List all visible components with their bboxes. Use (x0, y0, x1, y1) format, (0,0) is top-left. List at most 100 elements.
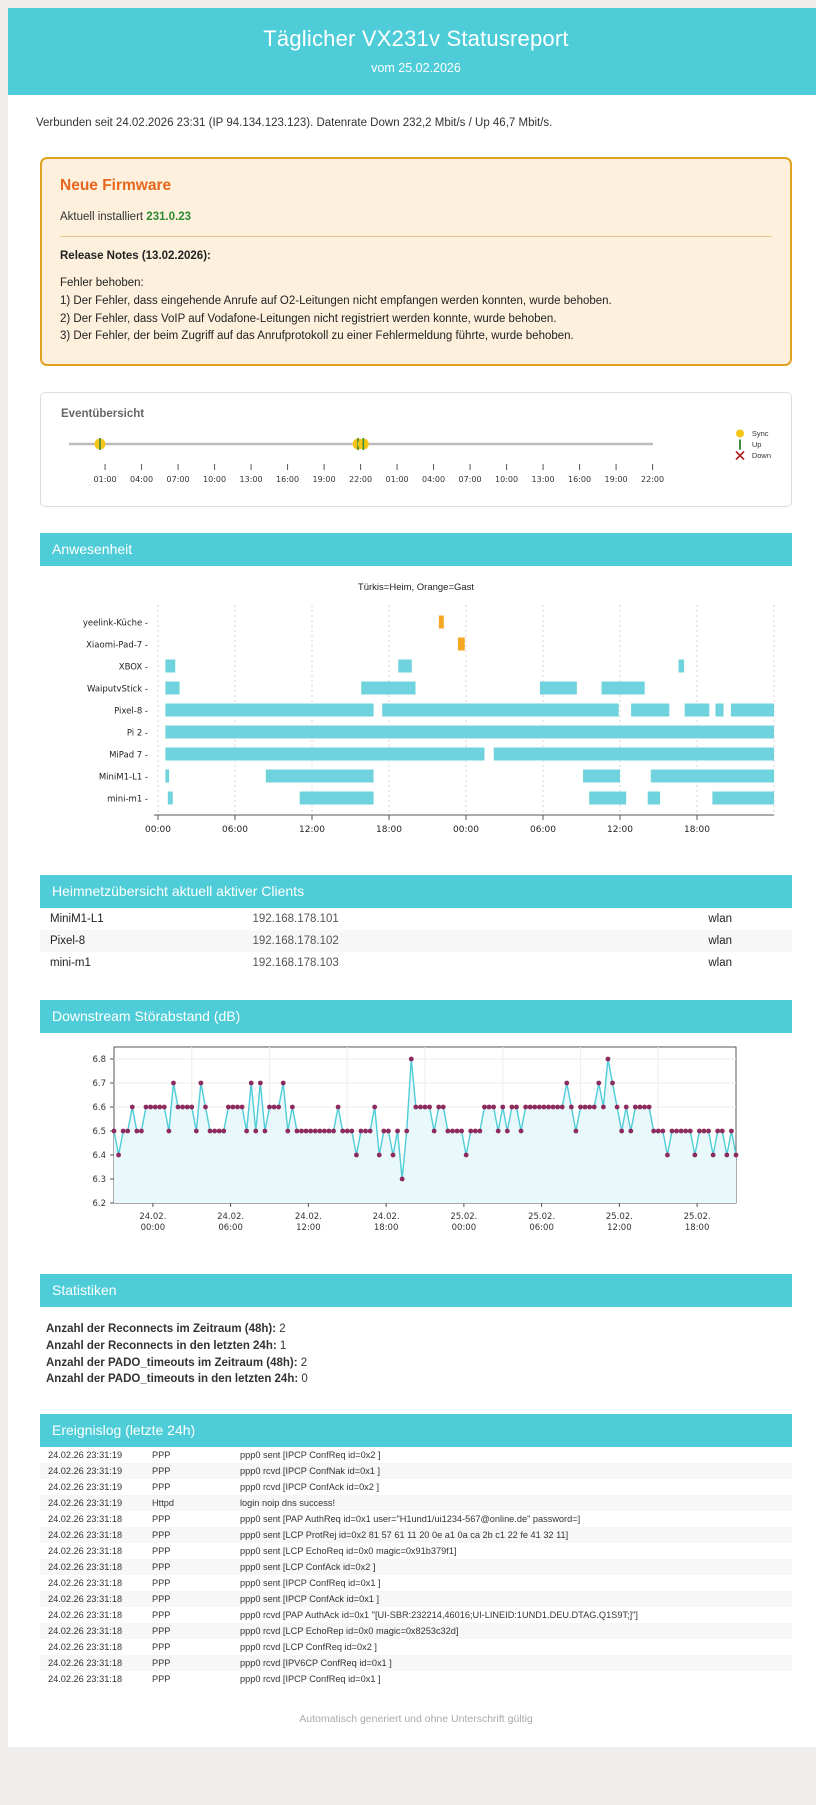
event-tick-label: 22:00 (349, 475, 372, 484)
log-message: ppp0 rcvd [IPCP ConfNak id=0x1 ] (240, 1465, 381, 1476)
snr-point (436, 1104, 442, 1110)
snr-point (212, 1128, 218, 1134)
presence-row-label: MiPad 7 - (109, 751, 148, 761)
snr-chart: 6.2 6.3 6.4 6.5 6.6 6.7 6.8 24.02. 00:00 24.02. 06… (36, 1033, 796, 1248)
firmware-version: 231.0.23 (146, 211, 192, 223)
snr-point (683, 1128, 689, 1134)
table-row: 24.02.26 23:31:18 PPP ppp0 sent [LCP ProtR… (40, 1526, 792, 1543)
snr-point (148, 1104, 153, 1110)
snr-point (216, 1128, 222, 1134)
snr-y-tick: 6.4 (92, 1151, 106, 1161)
snr-point (363, 1128, 368, 1134)
snr-point (733, 1152, 739, 1158)
presence-tick-label: 18:00 (684, 825, 710, 835)
client-ip: 192.168.178.102 (252, 935, 339, 948)
snr-x-tick: 25.02. (606, 1212, 633, 1222)
snr-point (321, 1128, 327, 1134)
presence-row-label: XBOX - (119, 663, 148, 673)
presence-bar (165, 703, 374, 717)
snr-point (491, 1104, 497, 1110)
table-row: 24.02.26 23:31:18 PPP ppp0 rcvd [IPCP Conf… (40, 1671, 792, 1687)
log-source: PPP (152, 1657, 171, 1668)
snr-point (116, 1152, 121, 1158)
snr-point (335, 1104, 341, 1110)
log-message: ppp0 sent [PAP AuthReq id=0x1 user="H1un… (240, 1513, 581, 1524)
snr-x-tick: 12:00 (607, 1223, 632, 1233)
presence-bar (382, 703, 619, 717)
firmware-fix-item: 1) Der Fehler, dass eingehende Anrufe au… (60, 294, 612, 307)
snr-point (139, 1128, 144, 1134)
snr-point (532, 1104, 538, 1110)
log-source: PPP (152, 1577, 171, 1588)
presence-tick-label: 00:00 (145, 825, 171, 835)
snr-point (568, 1104, 574, 1110)
log-timestamp: 24.02.26 23:31:18 (48, 1529, 123, 1540)
connection-summary: Verbunden seit 24.02.2026 23:31 (IP 94.1… (36, 117, 553, 129)
presence-bar (165, 681, 180, 695)
snr-point (610, 1080, 615, 1086)
statistics-section-title: Statistiken (40, 1274, 792, 1308)
snr-point (353, 1152, 359, 1158)
log-timestamp: 24.02.26 23:31:18 (48, 1561, 123, 1572)
snr-point (477, 1128, 483, 1134)
log-source: PPP (152, 1561, 171, 1572)
presence-bar (715, 703, 724, 717)
sync-dot-icon (735, 429, 744, 438)
event-tick-group: 01:00 04:00 07:00 10:00 13:00 16:00 19:00 22:00… (94, 464, 664, 484)
log-message: login noip dns success! (240, 1497, 335, 1508)
log-message: ppp0 sent [LCP EchoReq id=0x0 magic=0x91… (240, 1545, 457, 1556)
presence-tick-label: 12:00 (299, 825, 325, 835)
clients-section-title: Heimnetzübersicht aktuell aktiver Client… (40, 875, 792, 909)
snr-point (623, 1104, 629, 1110)
client-ip: 192.168.178.101 (252, 913, 339, 926)
snr-point (386, 1128, 391, 1134)
snr-point (514, 1104, 519, 1110)
snr-point (422, 1104, 428, 1110)
release-notes-heading: Release Notes (13.02.2026): (60, 250, 211, 262)
snr-point (482, 1104, 487, 1110)
presence-tick-label: 18:00 (376, 825, 402, 835)
snr-x-tick: 25.02. (450, 1212, 477, 1222)
firmware-fix-item: 3) Der Fehler, der beim Zugriff auf das … (60, 330, 574, 343)
snr-x-tick: 24.02. (139, 1212, 166, 1222)
snr-point (591, 1104, 597, 1110)
event-tick-label: 10:00 (495, 475, 518, 484)
snr-point (710, 1152, 716, 1158)
snr-point (651, 1128, 657, 1134)
eventlog-table: 24.02.26 23:31:19 PPP ppp0 sent [IPCP Conf… (40, 1447, 792, 1687)
firmware-installed: Aktuell installiert 231.0.23 (60, 211, 772, 223)
log-source: PPP (152, 1529, 171, 1540)
event-overview-chart: 01:00 04:00 07:00 10:00 13:00 16:00 19:00 22:00… (55, 420, 777, 496)
presence-row-label: yeelink-Küche - (83, 619, 148, 629)
snr-point (495, 1128, 501, 1134)
snr-point (317, 1128, 323, 1134)
presence-bar (647, 791, 661, 805)
table-row: 24.02.26 23:31:19 PPP ppp0 rcvd [IPCP Conf… (40, 1479, 792, 1495)
log-source: PPP (152, 1673, 171, 1684)
snr-point (276, 1104, 282, 1110)
snr-point (257, 1080, 263, 1086)
snr-point (299, 1128, 304, 1134)
log-timestamp: 24.02.26 23:31:19 (48, 1465, 123, 1476)
presence-row-label: WaiputvStick - (87, 685, 148, 695)
snr-point (678, 1128, 684, 1134)
log-timestamp: 24.02.26 23:31:18 (48, 1593, 123, 1604)
statistics-item: Anzahl der Reconnects in den letzten 24h… (46, 1338, 792, 1355)
presence-row-label: Xiaomi-Pad-7 - (86, 641, 148, 651)
snr-point (459, 1128, 464, 1134)
snr-point (527, 1104, 533, 1110)
snr-x-tick: 06:00 (529, 1223, 554, 1233)
snr-point (111, 1128, 117, 1134)
presence-note: Türkis=Heim, Orange=Gast (357, 582, 475, 594)
presence-section-title: Anwesenheit (40, 533, 792, 567)
statistics-label: Anzahl der Reconnects im Zeitraum (48h): (46, 1323, 277, 1336)
snr-point (230, 1104, 236, 1110)
presence-bar (730, 703, 774, 717)
snr-point (701, 1128, 707, 1134)
snr-point (221, 1128, 227, 1134)
snr-point (706, 1128, 711, 1134)
snr-point (578, 1104, 583, 1110)
legend-label-down: Down (751, 451, 771, 461)
snr-point (559, 1104, 565, 1110)
presence-axis: 00:00 06:00 12:00 18:00 00:00 06:00 12:00 18:00 (145, 814, 774, 835)
